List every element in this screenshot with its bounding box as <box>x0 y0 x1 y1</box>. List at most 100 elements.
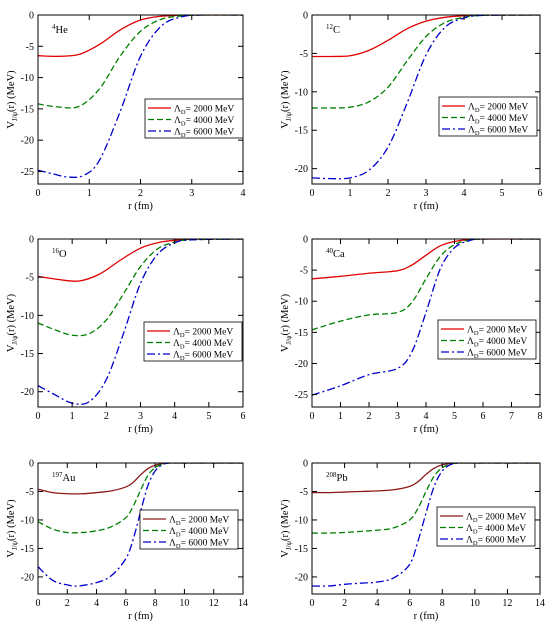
chart-panel-o: 0 1 2 3 4 5 6 0 -5 -10 -15 -20 r (fm) VJ/ψ(r) (MeV) 16… <box>6 235 246 436</box>
x-axis-label: r (fm) <box>128 611 153 622</box>
nucleus-label: 16O <box>52 247 67 260</box>
x-tick-label: 10 <box>470 598 480 609</box>
legend-label-0: ΛD= 2000 MeV <box>169 516 229 528</box>
x-axis-label: r (fm) <box>414 201 439 212</box>
legend-label-1: ΛD= 4000 MeV <box>173 339 233 351</box>
legend-label-2: ΛD= 6000 MeV <box>173 351 233 363</box>
legend-box <box>139 509 239 550</box>
legend-label-0: ΛD= 2000 MeV <box>468 103 528 115</box>
x-tick-label: 3 <box>138 411 143 422</box>
nucleus-label: 197Au <box>52 471 76 484</box>
x-tick-label: 14 <box>238 598 248 609</box>
y-tick-label: 0 <box>303 11 308 22</box>
series-line-0 <box>38 239 243 282</box>
x-tick-label: 4 <box>462 188 467 199</box>
x-axis-label: r (fm) <box>414 611 439 622</box>
x-axis-label: r (fm) <box>128 201 153 212</box>
y-tick-label: -10 <box>295 297 308 308</box>
plot-frame <box>37 462 244 595</box>
x-tick-label: 1 <box>70 411 75 422</box>
y-tick-label: -5 <box>300 487 308 498</box>
y-tick-label: -25 <box>295 390 308 401</box>
x-tick-label: 2 <box>386 188 391 199</box>
series-line-1 <box>312 463 540 534</box>
x-tick-label: 5 <box>452 411 457 422</box>
legend-label-0: ΛD= 2000 MeV <box>174 105 234 117</box>
y-tick-label: -10 <box>295 87 308 98</box>
nucleus-label: 208Pb <box>326 471 348 484</box>
x-tick-label: 2 <box>138 188 143 199</box>
series-line-2 <box>38 15 243 179</box>
y-axis-label: VJ/ψ(r) (MeV) <box>280 70 293 129</box>
chart-panel-he: 0 1 2 3 4 0 -5 -10 -15 -20 -25 r (fm) VJ/ψ(r) (MeV) 4… <box>6 11 246 213</box>
legend-label-2: ΛD= 6000 MeV <box>468 126 528 138</box>
series-line-1 <box>312 239 540 331</box>
y-tick-label: -20 <box>21 387 34 398</box>
chart-panel-pb: 0 2 4 6 8 10 12 14 0 -5 -10 -15 -20 r (fm) VJ/ψ(r) (Me… <box>280 459 545 623</box>
x-tick-label: 3 <box>395 411 400 422</box>
legend-box <box>436 506 536 547</box>
y-tick-label: -20 <box>295 164 308 175</box>
y-tick-label: -5 <box>300 266 308 277</box>
x-tick-label: 4 <box>241 188 246 199</box>
x-tick-label: 8 <box>153 598 158 609</box>
x-tick-label: 3 <box>424 188 429 199</box>
y-tick-label: -15 <box>21 544 34 555</box>
x-tick-label: 5 <box>500 188 505 199</box>
series-line-2 <box>312 239 540 396</box>
y-tick-label: 0 <box>29 459 34 470</box>
series-line-0 <box>38 15 243 57</box>
y-axis-label: VJ/ψ(r) (MeV) <box>6 499 19 558</box>
y-tick-label: -20 <box>295 572 308 583</box>
nucleus-label: 40Ca <box>326 247 345 260</box>
x-tick-label: 10 <box>179 598 189 609</box>
nucleus-label: 4He <box>52 23 68 36</box>
y-tick-label: -15 <box>21 104 34 115</box>
x-tick-label: 6 <box>123 598 128 609</box>
x-tick-label: 3 <box>189 188 194 199</box>
x-tick-label: 12 <box>209 598 219 609</box>
y-tick-label: -10 <box>21 73 34 84</box>
x-axis-label: r (fm) <box>128 424 153 435</box>
series-line-1 <box>38 15 243 109</box>
x-tick-label: 0 <box>310 411 315 422</box>
y-tick-label: -10 <box>295 515 308 526</box>
x-tick-label: 4 <box>94 598 99 609</box>
legend-label-1: ΛD= 4000 MeV <box>174 116 234 128</box>
legend-box <box>438 96 538 137</box>
y-tick-label: -10 <box>21 311 34 322</box>
y-axis-label: VJ/ψ(r) (MeV) <box>6 293 19 352</box>
legend-label-0: ΛD= 2000 MeV <box>467 326 527 338</box>
legend-label-1: ΛD= 4000 MeV <box>467 337 527 349</box>
y-axis-label: VJ/ψ(r) (MeV) <box>6 70 19 129</box>
series-line-2 <box>312 15 540 180</box>
legend-label-2: ΛD= 6000 MeV <box>169 539 229 551</box>
y-axis-label: VJ/ψ(r) (MeV) <box>280 293 293 352</box>
x-tick-label: 0 <box>310 598 315 609</box>
x-tick-label: 8 <box>538 411 543 422</box>
x-tick-label: 4 <box>375 598 380 609</box>
legend-box <box>437 319 537 360</box>
series-line-1 <box>38 239 243 337</box>
y-tick-label: -15 <box>295 328 308 339</box>
nucleus-label: 12C <box>326 23 340 36</box>
legend-label-1: ΛD= 4000 MeV <box>466 524 526 536</box>
legend-label-2: ΛD= 6000 MeV <box>174 128 234 140</box>
x-tick-label: 6 <box>481 411 486 422</box>
y-tick-label: -20 <box>21 136 34 147</box>
y-tick-label: -25 <box>21 167 34 178</box>
chart-panel-ca: 0 1 2 3 4 5 6 7 8 0 -5 -10 -15 -20 -25 r (fm) VJ/ψ(r) (M… <box>280 235 543 436</box>
y-tick-label: -5 <box>26 487 34 498</box>
y-axis-label: VJ/ψ(r) (MeV) <box>280 499 293 558</box>
legend-label-0: ΛD= 2000 MeV <box>466 513 526 525</box>
x-tick-label: 1 <box>87 188 92 199</box>
x-tick-label: 2 <box>65 598 70 609</box>
x-tick-label: 0 <box>310 188 315 199</box>
y-tick-label: 0 <box>29 11 34 22</box>
